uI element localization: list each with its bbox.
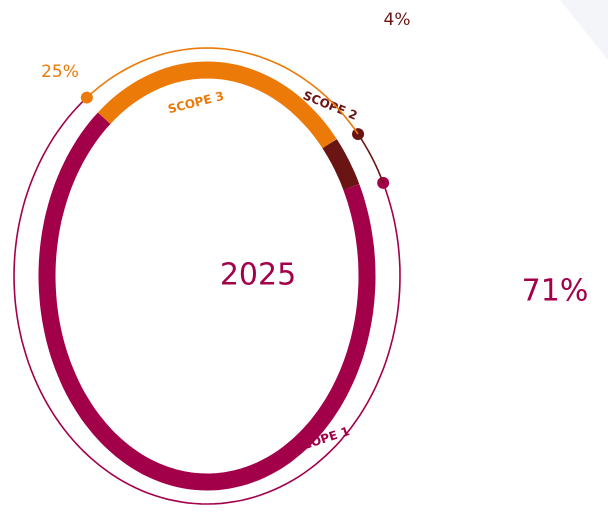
outer-arc (357, 133, 384, 184)
arc-dot (80, 91, 93, 104)
center-label: 2025 (220, 258, 296, 293)
segment-label: SCOPE 3 (166, 89, 225, 116)
donut-segment (322, 139, 360, 191)
value-label: 25% (41, 62, 79, 82)
donut-segment (38, 112, 376, 491)
value-label: 4% (384, 10, 411, 30)
value-label: 71% (522, 274, 589, 309)
outer-arc (13, 97, 401, 505)
outer-arc (86, 47, 359, 135)
corner-decoration (560, 0, 608, 60)
donut-segment (98, 61, 337, 149)
